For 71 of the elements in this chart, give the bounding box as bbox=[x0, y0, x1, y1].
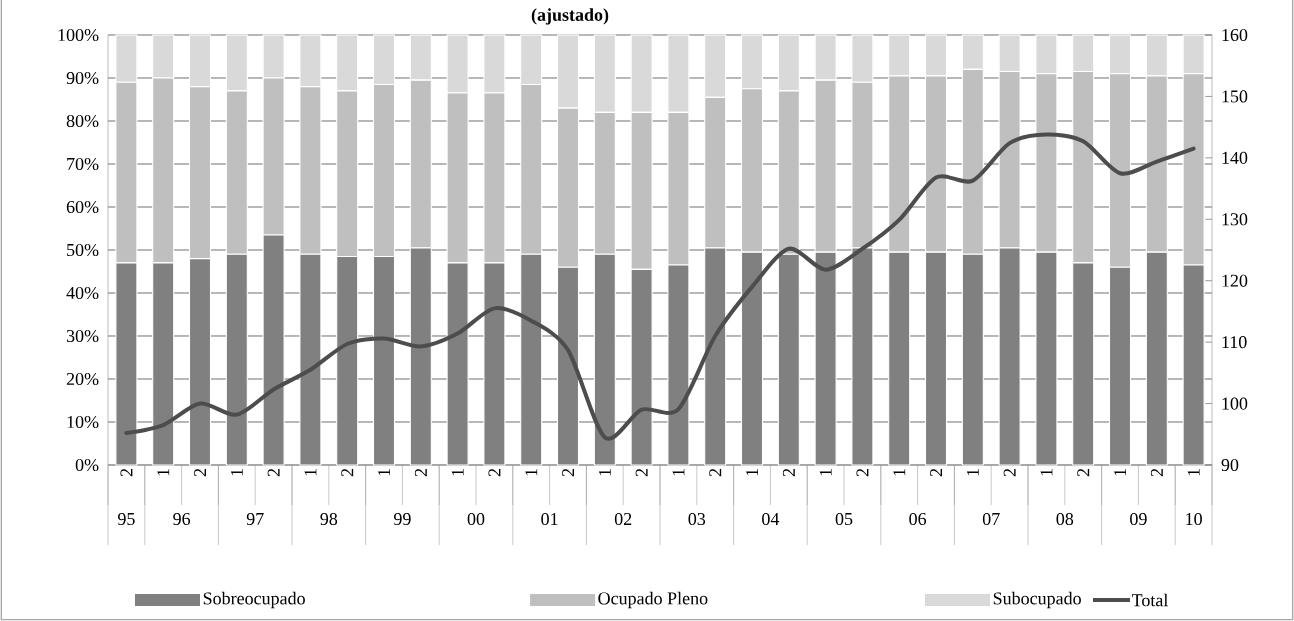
y2-tick-label: 120 bbox=[1222, 274, 1248, 287]
y-tick-label: 20% bbox=[66, 372, 99, 386]
x-tick-label: 2 bbox=[782, 468, 795, 477]
x-tick-label: 2 bbox=[194, 468, 206, 477]
text: 96 bbox=[173, 512, 191, 526]
x-tick-label: 2 bbox=[930, 468, 942, 477]
y-tick-label: 100% bbox=[58, 28, 99, 42]
y-tick-label: 50% bbox=[67, 243, 99, 257]
x-tick-label: 2 bbox=[488, 468, 501, 477]
y-tick-label: 90% bbox=[66, 71, 99, 85]
y-tick-label: 80% bbox=[66, 114, 99, 128]
y-tick-label: 30% bbox=[66, 329, 99, 343]
y-tick-label: 40% bbox=[66, 286, 99, 300]
legend-label: Subocupado bbox=[993, 591, 1081, 609]
x-tick-label: 1 bbox=[230, 469, 243, 476]
legend-label: Sobreocupado bbox=[203, 591, 305, 609]
x-tick-label: 2 bbox=[120, 468, 133, 477]
x-tick-label: 1 bbox=[525, 469, 538, 476]
y2-tick-label: 150 bbox=[1222, 90, 1248, 103]
text: 97 bbox=[246, 512, 264, 526]
x-tick-label: 2 bbox=[414, 468, 427, 477]
text: 03 bbox=[688, 512, 706, 526]
y-tick-label: 10% bbox=[67, 415, 99, 429]
x-tick-label: 1 bbox=[1114, 469, 1126, 476]
x-tick-label: 1 bbox=[893, 469, 906, 476]
text: 00 bbox=[467, 512, 485, 526]
x-tick-label: 1 bbox=[157, 469, 170, 476]
x-tick-label: 1 bbox=[746, 469, 758, 476]
x-tick-label: 1 bbox=[378, 469, 390, 476]
x-tick-label: 2 bbox=[1003, 468, 1016, 477]
text: 10 bbox=[1186, 512, 1202, 526]
x-tick-label: 2 bbox=[341, 468, 354, 477]
y2-tick-label: 130 bbox=[1222, 213, 1248, 226]
text: 07 bbox=[982, 512, 1000, 526]
text: 08 bbox=[1056, 512, 1074, 526]
x-tick-label: 1 bbox=[672, 469, 685, 476]
x-tick-label: 2 bbox=[1150, 468, 1163, 477]
x-tick-label: 1 bbox=[451, 469, 464, 476]
x-tick-label: 2 bbox=[635, 468, 648, 477]
text: 99 bbox=[393, 512, 411, 526]
x-tick-label: 1 bbox=[304, 469, 317, 476]
x-tick-label: 1 bbox=[1187, 469, 1200, 476]
text: 09 bbox=[1130, 512, 1147, 526]
line-series bbox=[124, 132, 1196, 440]
y2-tick-label: 160 bbox=[1222, 28, 1248, 42]
x-tick-label: 2 bbox=[267, 468, 280, 477]
x-tick-label: 2 bbox=[1077, 468, 1090, 477]
x-tick-label: 1 bbox=[966, 469, 979, 476]
text: 98 bbox=[320, 512, 338, 526]
text: 05 bbox=[835, 512, 853, 526]
text: 06 bbox=[909, 512, 927, 526]
y-tick-label: 0% bbox=[75, 458, 99, 472]
x-tick-label: 2 bbox=[856, 468, 869, 477]
chart-title: (ajustado) bbox=[531, 8, 609, 25]
text: 04 bbox=[762, 512, 780, 526]
x-tick-label: 1 bbox=[598, 469, 611, 476]
y2-tick-label: 100 bbox=[1222, 397, 1248, 410]
text: 01 bbox=[541, 512, 558, 526]
x-tick-label: 2 bbox=[562, 468, 574, 477]
text: 95 bbox=[117, 512, 135, 526]
legend-label: Total bbox=[1131, 593, 1169, 607]
y-tick-label: 70% bbox=[67, 157, 99, 171]
y-tick-label: 60% bbox=[66, 200, 99, 214]
legend-label: Ocupado Pleno bbox=[598, 591, 708, 609]
y2-tick-label: 110 bbox=[1222, 336, 1247, 349]
y2-tick-label: 140 bbox=[1222, 151, 1248, 164]
text: 02 bbox=[614, 512, 632, 526]
y2-tick-label: 90 bbox=[1221, 458, 1239, 472]
x-tick-label: 2 bbox=[709, 468, 722, 477]
x-tick-label: 1 bbox=[1040, 469, 1053, 476]
x-tick-label: 1 bbox=[819, 469, 832, 476]
